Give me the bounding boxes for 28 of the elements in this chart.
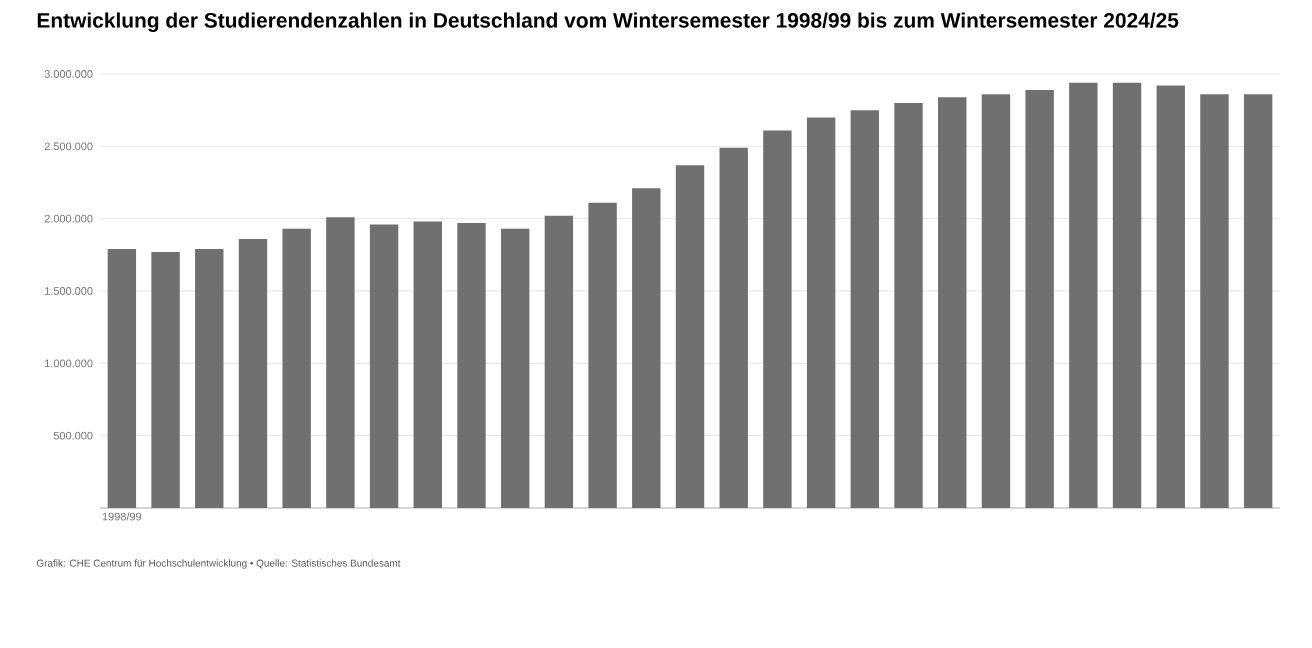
bar xyxy=(1156,85,1185,508)
bar xyxy=(938,97,967,508)
bar xyxy=(806,117,836,508)
bar xyxy=(500,228,530,508)
bar xyxy=(1200,94,1229,508)
bar xyxy=(894,102,923,508)
bar xyxy=(850,110,880,508)
bar xyxy=(981,94,1011,508)
bar xyxy=(544,215,574,508)
bar xyxy=(326,217,355,508)
bar xyxy=(413,221,442,508)
bar xyxy=(675,165,705,508)
bar xyxy=(457,223,486,508)
bar xyxy=(151,251,180,508)
chart-title: Entwicklung der Studierendenzahlen in Deutschland vom Wintersemester 1998/99 bis zum Wintersemester 2024/25 xyxy=(37,12,1179,32)
bar xyxy=(282,228,311,508)
bar xyxy=(1069,82,1098,508)
bar xyxy=(369,224,399,508)
bar xyxy=(238,238,268,508)
bar xyxy=(1025,89,1054,508)
bar xyxy=(588,202,617,508)
bar xyxy=(1112,82,1142,508)
bar xyxy=(195,249,224,508)
bar xyxy=(1243,94,1273,508)
bar xyxy=(719,147,748,508)
bar xyxy=(632,188,661,508)
bar xyxy=(763,130,792,508)
bar xyxy=(107,249,137,508)
